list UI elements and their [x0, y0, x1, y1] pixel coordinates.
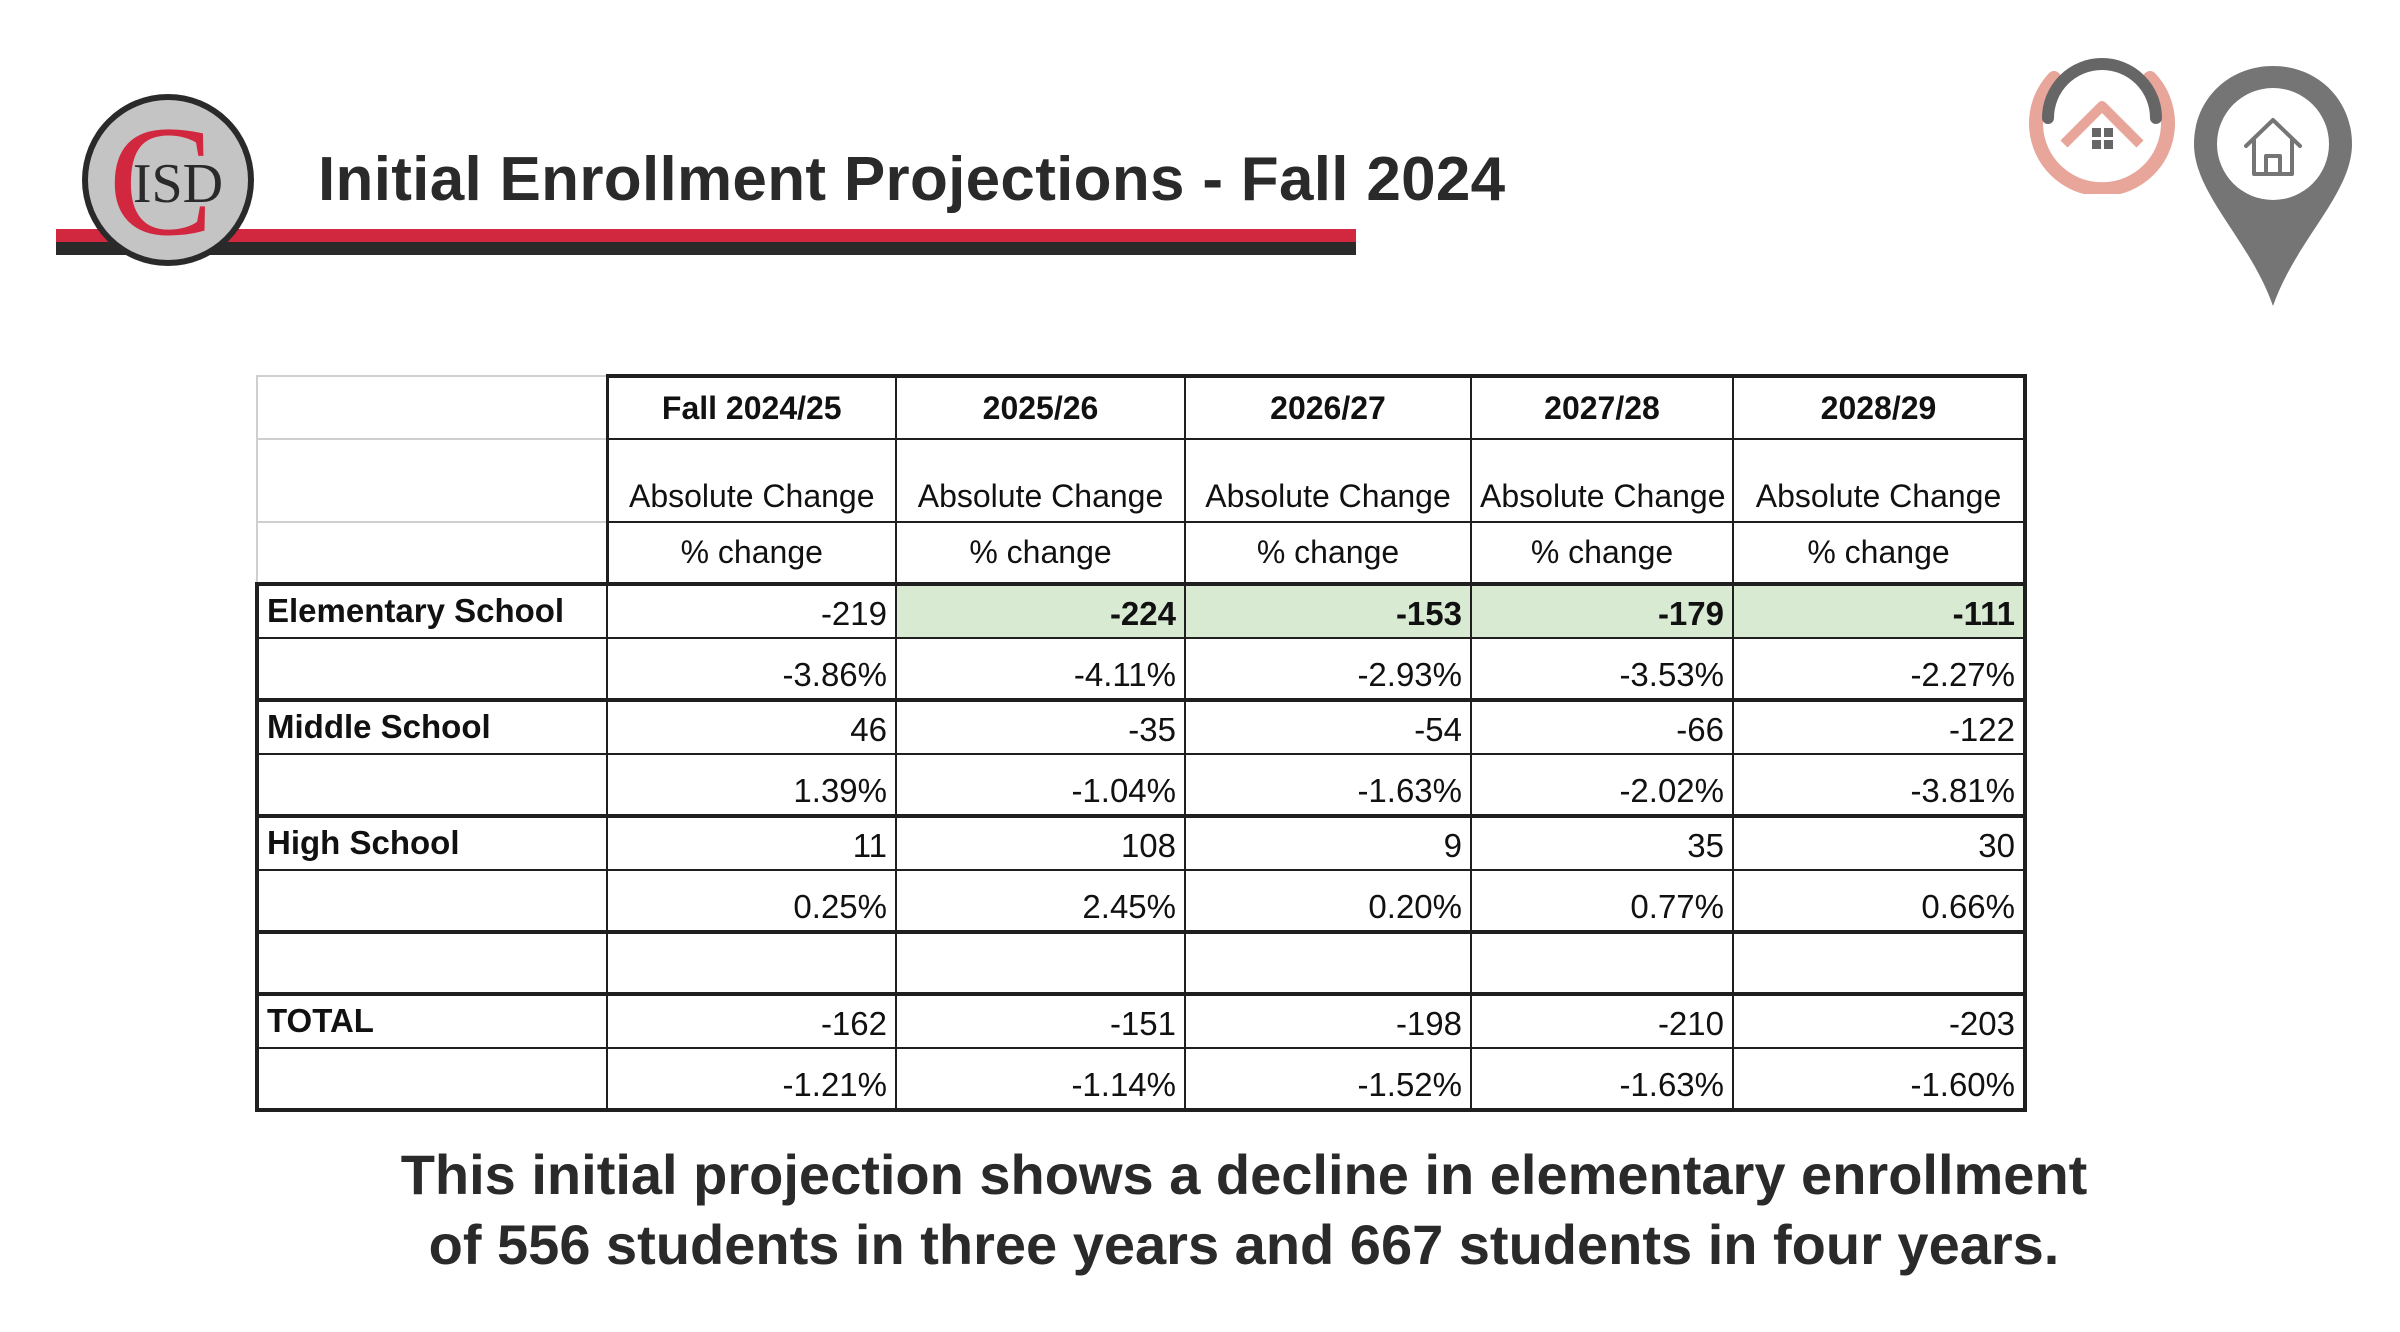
logo-text: ISD — [133, 153, 223, 215]
year-header: 2028/29 — [1732, 374, 2027, 440]
absolute-change-cell: -54 — [1184, 698, 1472, 755]
summary-note-line-2: of 556 students in three years and 667 s… — [428, 1213, 2060, 1276]
cisd-logo: C ISD — [82, 94, 254, 266]
absolute-change-header: Absolute Change — [1470, 438, 1734, 523]
percent-change-cell: -2.93% — [1184, 637, 1472, 701]
percent-change-header: % change — [1732, 521, 2027, 585]
absolute-change-cell-highlighted: -179 — [1470, 582, 1734, 639]
blank-cell — [255, 869, 608, 934]
blank-cell — [1184, 931, 1472, 995]
logo-letter: C — [108, 94, 213, 266]
absolute-change-cell: -210 — [1470, 992, 1734, 1049]
percent-change-header: % change — [1184, 521, 1472, 585]
blank-cell — [1470, 931, 1734, 995]
percent-change-cell: -1.52% — [1184, 1047, 1472, 1112]
blank-cell — [255, 637, 608, 701]
percent-change-cell: -1.14% — [895, 1047, 1186, 1112]
year-header-row: Fall 2024/25 2025/26 2026/27 2027/28 202… — [256, 374, 2027, 440]
percent-change-cell: -4.11% — [895, 637, 1186, 701]
blank-cell — [1732, 931, 2027, 995]
middle-absolute-row: Middle School 46 -35 -54 -66 -122 — [255, 698, 2027, 755]
absolute-change-cell: -122 — [1732, 698, 2027, 755]
percent-change-cell: -1.63% — [1184, 753, 1472, 817]
percent-change-cell: 0.77% — [1470, 869, 1734, 934]
absolute-change-cell: 11 — [606, 814, 897, 871]
percent-change-cell: 0.25% — [606, 869, 897, 934]
summary-note: This initial projection shows a decline … — [380, 1140, 2108, 1280]
middle-percent-row: 1.39% -1.04% -1.63% -2.02% -3.81% — [255, 753, 2027, 817]
absolute-change-cell: -66 — [1470, 698, 1734, 755]
blank-cell — [256, 521, 609, 585]
percent-change-cell: 0.66% — [1732, 869, 2027, 934]
percent-change-cell: -1.60% — [1732, 1047, 2027, 1112]
blank-cell — [255, 753, 608, 817]
percent-change-cell: -3.53% — [1470, 637, 1734, 701]
row-label-total: TOTAL — [255, 992, 608, 1049]
header-rule-dark — [56, 242, 1356, 255]
percent-change-cell: 1.39% — [606, 753, 897, 817]
absolute-change-cell: -203 — [1732, 992, 2027, 1049]
year-header: 2025/26 — [895, 374, 1186, 440]
year-header: 2027/28 — [1470, 374, 1734, 440]
high-absolute-row: High School 11 108 9 35 30 — [255, 814, 2027, 871]
row-label-high: High School — [255, 814, 608, 871]
percent-change-cell: 2.45% — [895, 869, 1186, 934]
absolute-change-cell: -151 — [895, 992, 1186, 1049]
row-label-elementary: Elementary School — [255, 582, 608, 639]
enrollment-projection-table: Fall 2024/25 2025/26 2026/27 2027/28 202… — [255, 374, 2027, 1112]
row-label-middle: Middle School — [255, 698, 608, 755]
total-absolute-row: TOTAL -162 -151 -198 -210 -203 — [255, 992, 2027, 1049]
high-percent-row: 0.25% 2.45% 0.20% 0.77% 0.66% — [255, 869, 2027, 934]
blank-cell — [255, 931, 608, 995]
blank-cell — [895, 931, 1186, 995]
absolute-change-cell: 9 — [1184, 814, 1472, 871]
percent-change-header: % change — [895, 521, 1186, 585]
percent-change-cell: -3.81% — [1732, 753, 2027, 817]
blank-cell — [606, 931, 897, 995]
percent-change-cell: -3.86% — [606, 637, 897, 701]
absolute-change-cell: -219 — [606, 582, 897, 639]
house-ring-icon — [2024, 44, 2180, 197]
absolute-change-header: Absolute Change — [895, 438, 1186, 523]
percent-change-cell: -1.21% — [606, 1047, 897, 1112]
absolute-change-header: Absolute Change — [1732, 438, 2027, 523]
absolute-change-header-row: Absolute Change Absolute Change Absolute… — [256, 438, 2027, 523]
absolute-change-cell: -162 — [606, 992, 897, 1049]
absolute-change-header: Absolute Change — [606, 438, 897, 523]
absolute-change-header: Absolute Change — [1184, 438, 1472, 523]
blank-cell — [255, 1047, 608, 1112]
percent-change-cell: -1.63% — [1470, 1047, 1734, 1112]
year-header: Fall 2024/25 — [606, 374, 897, 440]
percent-change-header: % change — [606, 521, 897, 585]
percent-change-header-row: % change % change % change % change % ch… — [256, 521, 2027, 585]
elementary-percent-row: -3.86% -4.11% -2.93% -3.53% -2.27% — [255, 637, 2027, 701]
percent-change-cell: -2.02% — [1470, 753, 1734, 817]
percent-change-header: % change — [1470, 521, 1734, 585]
spacer-row — [255, 931, 2027, 995]
absolute-change-cell: 108 — [895, 814, 1186, 871]
absolute-change-cell-highlighted: -224 — [895, 582, 1186, 639]
absolute-change-cell: -35 — [895, 698, 1186, 755]
year-header: 2026/27 — [1184, 374, 1472, 440]
page-title: Initial Enrollment Projections - Fall 20… — [318, 145, 1506, 214]
blank-cell — [256, 438, 609, 523]
absolute-change-cell-highlighted: -153 — [1184, 582, 1472, 639]
absolute-change-cell: 46 — [606, 698, 897, 755]
total-percent-row: -1.21% -1.14% -1.52% -1.63% -1.60% — [255, 1047, 2027, 1112]
absolute-change-cell: 35 — [1470, 814, 1734, 871]
absolute-change-cell-highlighted: -111 — [1732, 582, 2027, 639]
summary-note-line-1: This initial projection shows a decline … — [400, 1143, 2088, 1206]
absolute-change-cell: -198 — [1184, 992, 1472, 1049]
corner-cell — [256, 375, 609, 440]
percent-change-cell: 0.20% — [1184, 869, 1472, 934]
percent-change-cell: -2.27% — [1732, 637, 2027, 701]
elementary-absolute-row: Elementary School -219 -224 -153 -179 -1… — [255, 582, 2027, 639]
percent-change-cell: -1.04% — [895, 753, 1186, 817]
header-rule-red — [56, 229, 1356, 242]
absolute-change-cell: 30 — [1732, 814, 2027, 871]
map-pin-home-icon — [2190, 62, 2356, 310]
